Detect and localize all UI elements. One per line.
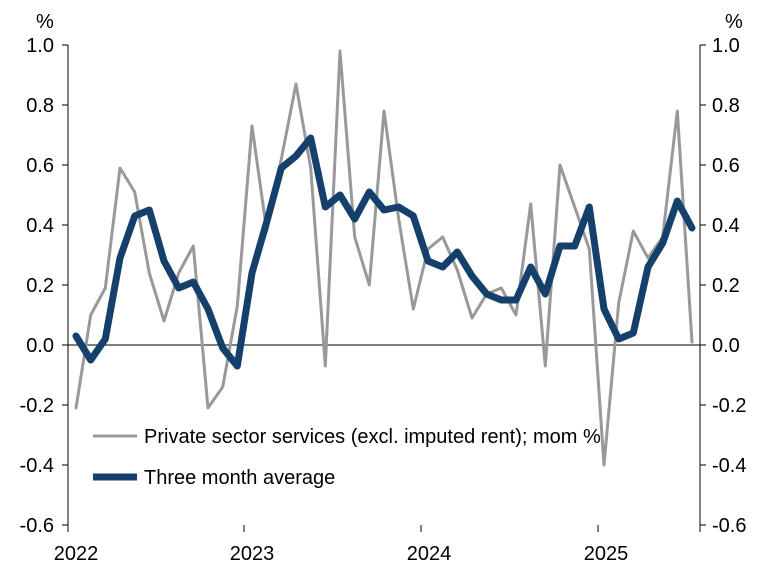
left-tick-label: -0.4 bbox=[20, 455, 54, 477]
right-tick-label: 0.4 bbox=[712, 215, 740, 237]
x-tick-label: 2025 bbox=[584, 543, 629, 565]
legend-label-private-services: Private sector services (excl. imputed r… bbox=[144, 426, 601, 448]
right-tick-label: -0.2 bbox=[712, 395, 746, 417]
legend-label-three-month-average: Three month average bbox=[144, 467, 335, 489]
right-tick-label: 0.0 bbox=[712, 335, 740, 357]
series-line-three-month-average bbox=[72, 134, 696, 370]
right-tick-label: 1.0 bbox=[712, 35, 740, 57]
left-y-axis-ticks: 1.0 0.8 0.6 0.4 0.2 0.0 -0.2 -0.4 -0.6 bbox=[20, 35, 68, 537]
legend: Private sector services (excl. imputed r… bbox=[93, 426, 601, 489]
series-layer bbox=[72, 49, 696, 467]
right-tick-label: 0.2 bbox=[712, 275, 740, 297]
left-tick-label: -0.6 bbox=[20, 515, 54, 537]
left-tick-label: 0.8 bbox=[26, 95, 54, 117]
left-tick-label: 0.4 bbox=[26, 215, 54, 237]
right-tick-label: 0.6 bbox=[712, 155, 740, 177]
left-tick-label: 1.0 bbox=[26, 35, 54, 57]
x-tick-label: 2023 bbox=[230, 543, 275, 565]
left-tick-label: 0.0 bbox=[26, 335, 54, 357]
left-tick-label: 0.2 bbox=[26, 275, 54, 297]
left-tick-label: 0.6 bbox=[26, 155, 54, 177]
right-tick-label: -0.4 bbox=[712, 455, 746, 477]
right-axis-unit: % bbox=[725, 11, 743, 33]
right-tick-label: 0.8 bbox=[712, 95, 740, 117]
right-y-axis-ticks: 1.0 0.8 0.6 0.4 0.2 0.0 -0.2 -0.4 -0.6 bbox=[700, 35, 746, 537]
x-tick-label: 2024 bbox=[407, 543, 452, 565]
x-axis-ticks: 2022 2023 2024 2025 bbox=[54, 525, 701, 565]
right-tick-label: -0.6 bbox=[712, 515, 746, 537]
x-tick-label: 2022 bbox=[54, 543, 99, 565]
left-axis-unit: % bbox=[36, 11, 54, 33]
series-line-private-services bbox=[74, 49, 694, 467]
left-tick-label: -0.2 bbox=[20, 395, 54, 417]
